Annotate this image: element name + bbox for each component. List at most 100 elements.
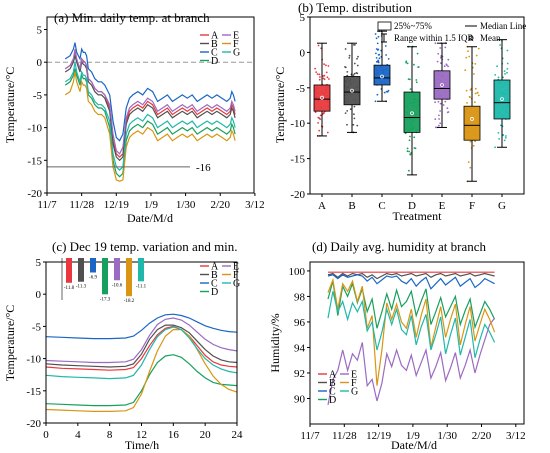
- panel-d-ytick-label: 92: [294, 368, 305, 380]
- panel-b-point-F: [467, 50, 469, 53]
- panel-b-point-F: [474, 92, 477, 95]
- panel-d-xtick-label: 11/28: [332, 430, 357, 442]
- panel-c-series-D: [45, 354, 238, 407]
- panel-b-point-D: [408, 139, 411, 142]
- panel-b-point-C: [375, 52, 377, 55]
- panel-c-inset-bar-A: [66, 258, 72, 283]
- panel-d-series-F: [327, 277, 496, 386]
- panel-b-point-F: [465, 56, 468, 59]
- panel-b-point-A: [319, 114, 322, 117]
- panel-c-ytick-label: -15: [26, 386, 41, 398]
- panel-b-point-E: [447, 65, 449, 68]
- panel-c-title: (c) Dec 19 temp. variation and min.: [52, 239, 238, 254]
- panel-b-point-F: [472, 144, 475, 147]
- panel-b-point-G: [506, 62, 509, 65]
- panel-b-point-C: [374, 100, 377, 103]
- panel-b-point-B: [349, 108, 352, 110]
- panel-b-legend-mean-label: Mean: [480, 33, 501, 43]
- panel-b-point-A: [314, 111, 317, 113]
- panel-b-point-F: [466, 102, 468, 104]
- panel-b-temp-distribution: A B C D E F G 5 0 -5 -10 -15 -20 (b) Temp. distributi…: [273, 0, 526, 223]
- panel-b-point-A: [314, 67, 316, 70]
- panel-b-ylabel: Temperature/°C: [273, 67, 287, 144]
- panel-c-series-C: [45, 313, 238, 340]
- panel-b-point-D: [416, 52, 419, 55]
- panel-b-point-G: [499, 124, 502, 127]
- panel-b-point-B: [353, 62, 356, 65]
- panel-c-inset-label-A: -11.8: [64, 286, 75, 291]
- panel-b-point-A: [318, 129, 321, 132]
- panel-c-xtick-label: 0: [43, 429, 49, 441]
- panel-c-inset-label-F: -18.2: [124, 299, 135, 304]
- panel-b-point-B: [356, 124, 359, 127]
- panel-a-xtick-label: 1/9: [144, 199, 159, 211]
- panel-b-point-E: [440, 56, 442, 59]
- panel-b-point-C: [387, 89, 390, 92]
- panel-b-point-E: [446, 107, 449, 110]
- panel-b-ytick-label: -15: [290, 154, 305, 166]
- panel-b-point-B: [346, 110, 349, 112]
- panel-b-point-B: [352, 74, 355, 76]
- panel-b-point-G: [497, 132, 500, 134]
- panel-b-legend-box-swatch: [377, 21, 392, 31]
- panel-c-xtick-label: 8: [107, 429, 113, 441]
- panel-b-point-E: [444, 46, 447, 49]
- panel-b-point-B: [346, 71, 349, 73]
- panel-b-point-B: [356, 57, 358, 60]
- panel-b-point-D: [415, 81, 418, 84]
- panel-b-point-B: [348, 54, 351, 57]
- panel-b-point-D: [415, 79, 418, 81]
- panel-b-box-G: [493, 79, 511, 120]
- panel-b-point-F: [474, 87, 477, 90]
- panel-b-box-F: [463, 105, 481, 141]
- panel-b-legend-mean-swatch: [468, 35, 474, 41]
- panel-b-point-A: [328, 78, 330, 80]
- panel-c-inset-bar-G: [138, 258, 144, 282]
- panel-b-point-F: [474, 63, 477, 65]
- panel-d-series-B: [327, 272, 495, 280]
- panel-b-point-E: [438, 118, 440, 120]
- panel-b-ytick-label: 5: [300, 12, 306, 24]
- panel-c-legend-label-F: F: [233, 270, 239, 281]
- panel-a-ytick-label: -5: [33, 90, 43, 102]
- panel-a-series-G: [64, 62, 236, 171]
- panel-c-xtick-label: 24: [232, 429, 244, 441]
- panel-d-legend-label-C: C: [329, 387, 336, 398]
- panel-b-point-B: [354, 44, 356, 46]
- panel-b-point-D: [413, 63, 415, 66]
- panel-d-title: (d) Daily avg. humidity at branch: [312, 239, 487, 254]
- panel-b-point-B: [348, 57, 351, 59]
- panel-b-mean-B: [350, 88, 354, 93]
- panel-b-point-F: [468, 55, 471, 58]
- panel-b-point-G: [496, 65, 498, 68]
- panel-b-point-C: [377, 61, 379, 63]
- panel-d-xtick-label: 1/30: [437, 430, 457, 442]
- panel-d-legend-label-A: A: [329, 370, 337, 381]
- panel-c-xtick-label: 12: [136, 429, 147, 441]
- panel-b-point-C: [376, 49, 379, 51]
- panel-d-daily-humidity: 100 98 96 94 92 90 11/7 11/28 12/19 1/9 1/30 2/20 3/…: [268, 239, 526, 452]
- panel-b-frame: [309, 16, 525, 195]
- panel-b-point-G: [494, 146, 496, 149]
- panel-c-legend-label-B: B: [211, 270, 218, 281]
- panel-b-point-G: [504, 73, 506, 75]
- panel-b-point-B: [353, 117, 356, 120]
- panel-b-point-A: [326, 131, 329, 134]
- panel-a-ytick-label: -15: [27, 155, 42, 167]
- panel-b-point-C: [378, 53, 381, 56]
- panel-c-series-B: [45, 324, 238, 368]
- panel-b-mean-D: [410, 111, 414, 116]
- panel-a-xtick-label: 1/30: [176, 199, 196, 211]
- panel-c-inset-bar-C: [90, 258, 96, 273]
- panel-b-point-A: [318, 73, 321, 76]
- panel-d-ytick-label: 98: [294, 291, 306, 303]
- panel-d-legend-label-E: E: [351, 370, 357, 381]
- panel-a-ytick-label: -20: [27, 188, 42, 200]
- panel-b-point-G: [506, 68, 509, 70]
- panel-c-legend-label-G: G: [233, 279, 240, 290]
- panel-d-ytick-label: 90: [294, 393, 306, 405]
- panel-d-frame: [309, 261, 525, 425]
- panel-b-point-A: [326, 76, 329, 79]
- panel-b-point-D: [417, 66, 420, 68]
- panel-c-xtick-label: 20: [200, 429, 212, 441]
